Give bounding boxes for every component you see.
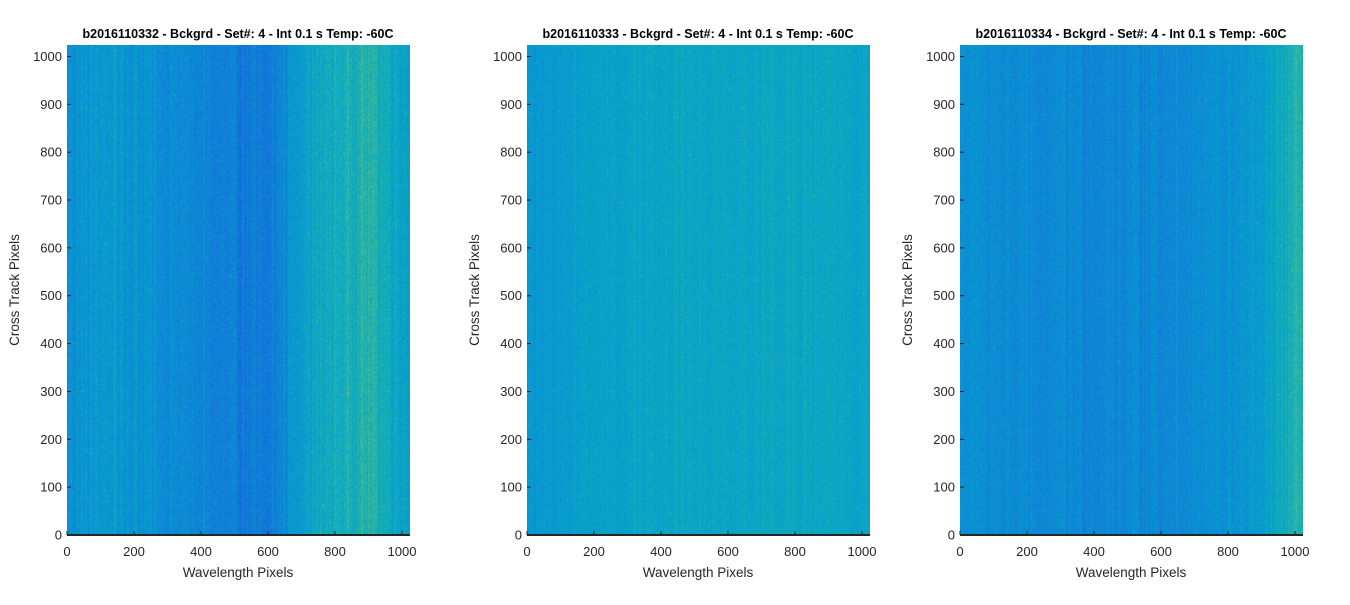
y-axis-label: Cross Track Pixels — [900, 234, 915, 346]
y-tick-label: 200 — [500, 432, 522, 447]
x-axis-label: Wavelength Pixels — [183, 565, 294, 580]
x-tick-label: 200 — [583, 544, 605, 559]
y-tick-label: 0 — [515, 528, 522, 543]
plot-area: 0 100 200 300 400 500 600 700 800 900 1000 0 200 400… — [33, 45, 416, 559]
x-axis-label: Wavelength Pixels — [643, 565, 754, 580]
y-axis: 0 100 200 300 400 500 600 700 800 900 1000 — [493, 49, 531, 543]
x-tick-label: 0 — [523, 544, 530, 559]
heatmap-panel-1: b2016110332 - Bckgrd - Set#: 4 - Int 0.1… — [0, 0, 450, 600]
x-axis: 0 200 400 600 800 1000 — [956, 531, 1309, 559]
y-tick-label: 700 — [40, 193, 62, 208]
y-tick-label: 600 — [40, 240, 62, 255]
y-tick-label: 900 — [933, 97, 955, 112]
x-tick-label: 0 — [63, 544, 70, 559]
y-tick-label: 1000 — [926, 49, 955, 64]
y-tick-label: 0 — [948, 528, 955, 543]
y-tick-label: 400 — [500, 336, 522, 351]
x-tick-label: 600 — [717, 544, 739, 559]
y-tick-label: 700 — [933, 193, 955, 208]
heatmap-chart-3: b2016110334 - Bckgrd - Set#: 4 - Int 0.1… — [900, 27, 1309, 580]
x-tick-label: 800 — [1217, 544, 1239, 559]
y-tick-label: 200 — [933, 432, 955, 447]
heatmap-image — [527, 45, 870, 535]
y-tick-label: 900 — [500, 97, 522, 112]
x-axis: 0 200 400 600 800 1000 — [523, 531, 876, 559]
y-tick-label: 1000 — [493, 49, 522, 64]
y-axis: 0 100 200 300 400 500 600 700 800 900 1000 — [926, 49, 964, 543]
y-axis: 0 100 200 300 400 500 600 700 800 900 1000 — [33, 49, 71, 543]
heatmap-image — [960, 45, 1303, 535]
heatmap-panel-3: b2016110334 - Bckgrd - Set#: 4 - Int 0.1… — [893, 0, 1343, 600]
y-tick-label: 300 — [40, 384, 62, 399]
y-tick-label: 100 — [40, 480, 62, 495]
y-tick-label: 800 — [500, 145, 522, 160]
x-tick-label: 600 — [1150, 544, 1172, 559]
y-tick-label: 300 — [933, 384, 955, 399]
x-tick-label: 200 — [1016, 544, 1038, 559]
y-tick-label: 800 — [933, 145, 955, 160]
plot-area: 0 100 200 300 400 500 600 700 800 900 1000 0 200 400… — [493, 45, 876, 559]
y-tick-label: 300 — [500, 384, 522, 399]
y-tick-label: 900 — [40, 97, 62, 112]
heatmap-chart-2: b2016110333 - Bckgrd - Set#: 4 - Int 0.1… — [467, 27, 876, 580]
x-tick-label: 600 — [257, 544, 279, 559]
x-tick-label: 400 — [1083, 544, 1105, 559]
y-tick-label: 1000 — [33, 49, 62, 64]
y-tick-label: 800 — [40, 145, 62, 160]
x-tick-label: 200 — [123, 544, 145, 559]
y-tick-label: 100 — [500, 480, 522, 495]
x-tick-label: 800 — [324, 544, 346, 559]
chart-title: b2016110332 - Bckgrd - Set#: 4 - Int 0.1… — [82, 27, 393, 41]
y-tick-label: 500 — [40, 288, 62, 303]
x-tick-label: 800 — [784, 544, 806, 559]
y-tick-label: 0 — [55, 528, 62, 543]
y-tick-label: 500 — [933, 288, 955, 303]
y-tick-label: 100 — [933, 480, 955, 495]
y-axis-label: Cross Track Pixels — [467, 234, 482, 346]
x-tick-label: 400 — [190, 544, 212, 559]
y-tick-label: 600 — [933, 240, 955, 255]
y-tick-label: 500 — [500, 288, 522, 303]
plot-area: 0 100 200 300 400 500 600 700 800 900 1000 0 200 400… — [926, 45, 1309, 559]
heatmap-image — [67, 45, 410, 535]
y-axis-label: Cross Track Pixels — [7, 234, 22, 346]
chart-title: b2016110333 - Bckgrd - Set#: 4 - Int 0.1… — [542, 27, 853, 41]
y-tick-label: 400 — [933, 336, 955, 351]
x-tick-label: 1000 — [388, 544, 417, 559]
y-tick-label: 400 — [40, 336, 62, 351]
x-tick-label: 1000 — [1281, 544, 1310, 559]
heatmap-panel-2: b2016110333 - Bckgrd - Set#: 4 - Int 0.1… — [460, 0, 910, 600]
y-tick-label: 600 — [500, 240, 522, 255]
x-tick-label: 0 — [956, 544, 963, 559]
y-tick-label: 700 — [500, 193, 522, 208]
y-tick-label: 200 — [40, 432, 62, 447]
x-tick-label: 400 — [650, 544, 672, 559]
chart-title: b2016110334 - Bckgrd - Set#: 4 - Int 0.1… — [975, 27, 1286, 41]
heatmap-chart-1: b2016110332 - Bckgrd - Set#: 4 - Int 0.1… — [7, 27, 416, 580]
x-tick-label: 1000 — [848, 544, 877, 559]
x-axis-label: Wavelength Pixels — [1076, 565, 1187, 580]
